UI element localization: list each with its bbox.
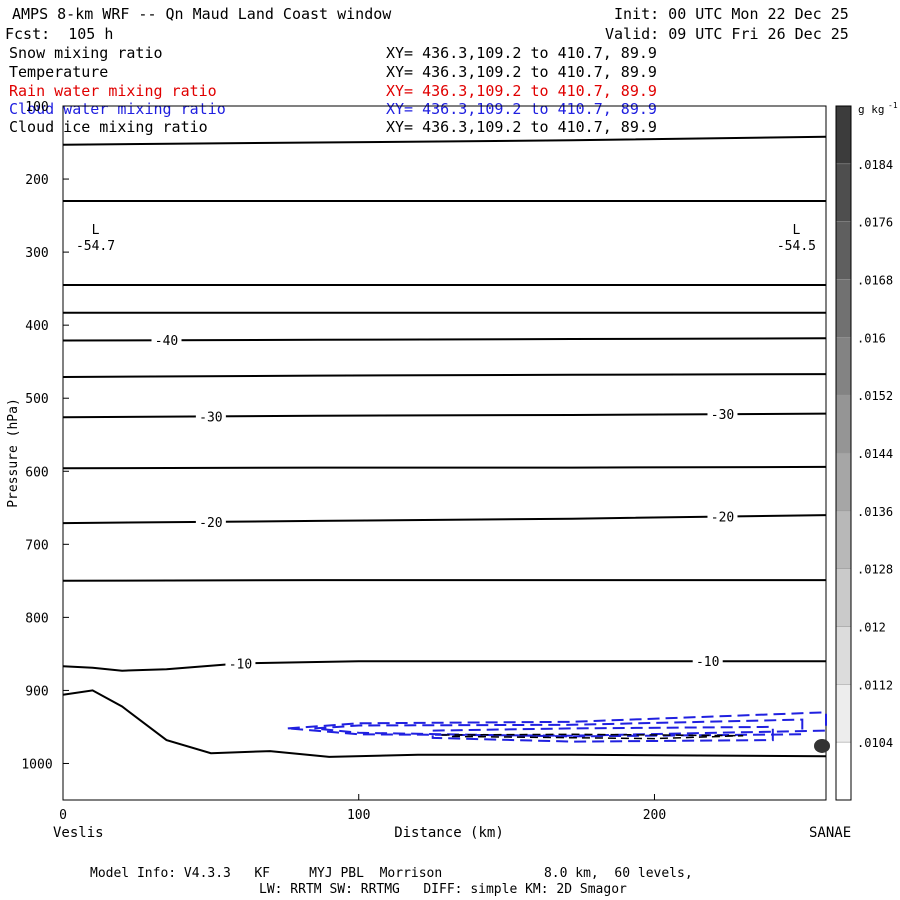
legend-name-snow: Snow mixing ratio: [9, 44, 163, 62]
temperature-contour: [62, 337, 827, 342]
y-tick-label: 900: [25, 684, 48, 699]
colorbar-segment: [835, 626, 852, 685]
y-tick-label: 600: [25, 465, 48, 480]
temperature-contour-label: -20: [711, 511, 734, 526]
temperature-contour: [62, 514, 827, 525]
x-axis-label: Distance (km): [394, 825, 504, 841]
legend-xy-cloud-water: XY= 436.3,109.2 to 410.7, 89.9: [386, 100, 657, 118]
colorbar-tick-label: .0184: [857, 158, 893, 172]
contour-label-bg: [195, 513, 226, 529]
legend-name-cloud-water: Cloud water mixing ratio: [9, 100, 226, 118]
temperature-contour: [62, 579, 826, 582]
colorbar-units: g kg: [858, 103, 885, 116]
legend-xy-temperature: XY= 436.3,109.2 to 410.7, 89.9: [386, 63, 657, 81]
snow-maximum-shading: [814, 738, 830, 753]
colorbar-segment: [835, 221, 852, 280]
y-tick-label: 800: [25, 611, 48, 626]
legend-name-temperature: Temperature: [9, 63, 109, 81]
low-marker-value: -54.7: [76, 239, 115, 254]
colorbar-segment: [835, 337, 852, 396]
colorbar-tick-label: .0128: [857, 563, 893, 577]
x-end-location: SANAE: [809, 825, 851, 841]
colorbar-tick-label: .012: [857, 621, 886, 635]
colorbar-segment: [835, 741, 852, 801]
y-tick-label: 1000: [21, 757, 52, 772]
temperature-contour-label: -20: [199, 516, 222, 531]
legend-name-cloud-ice: Cloud ice mixing ratio: [9, 118, 208, 136]
temperature-contour: [62, 373, 827, 378]
contour-label-bg: [225, 655, 256, 671]
temperature-contour-label: -10: [696, 655, 719, 670]
colorbar-segment: [835, 279, 852, 338]
colorbar-segment: [835, 163, 852, 222]
temperature-contour-label: -40: [155, 334, 178, 349]
colorbar-tick-label: .0152: [857, 389, 893, 403]
temperature-contour-label: -30: [199, 410, 222, 425]
temperature-contour: [62, 689, 827, 758]
contour-label-bg: [195, 408, 226, 424]
footer-model-info: Model Info: V4.3.3 KF MYJ PBL Morrison 8…: [90, 866, 693, 881]
temperature-contour: [62, 465, 827, 470]
temperature-contour: [62, 660, 826, 672]
y-tick-label: 100: [25, 100, 48, 115]
colorbar-segment: [835, 684, 852, 743]
chart-title: AMPS 8-km WRF -- Qn Maud Land Coast wind…: [12, 5, 392, 23]
contour-label-bg: [151, 332, 182, 348]
y-tick-label: 300: [25, 246, 48, 261]
colorbar-segment: [835, 452, 852, 512]
contour-label-bg: [707, 406, 738, 422]
legend-name-rain: Rain water mixing ratio: [9, 82, 217, 100]
x-tick-label: 100: [347, 808, 370, 823]
footer-physics-info: LW: RRTM SW: RRTMG DIFF: simple KM: 2D S…: [259, 882, 627, 897]
colorbar-segment: [835, 105, 852, 165]
colorbar-tick-label: .0136: [857, 505, 893, 519]
legend-xy-cloud-ice: XY= 436.3,109.2 to 410.7, 89.9: [386, 118, 657, 136]
colorbar-tick-label: .0168: [857, 274, 893, 288]
temperature-contour: [62, 412, 827, 419]
colorbar-segment: [835, 394, 852, 454]
contour-label-bg: [692, 653, 723, 669]
colorbar-frame: [835, 105, 852, 801]
legend-xy-snow: XY= 436.3,109.2 to 410.7, 89.9: [386, 44, 657, 62]
plot-frame: [62, 105, 827, 801]
cloud-water-contour: [314, 718, 804, 738]
temperature-contour: [62, 135, 827, 146]
y-tick-label: 700: [25, 538, 48, 553]
colorbar-segment: [835, 568, 852, 627]
valid-time: Valid: 09 UTC Fri 26 Dec 25: [605, 25, 849, 43]
colorbar-segment: [835, 510, 852, 569]
y-tick-label: 500: [25, 392, 48, 407]
low-marker-value: -54.5: [777, 239, 816, 254]
x-tick-label: 0: [59, 808, 67, 823]
x-tick-label: 200: [643, 808, 666, 823]
temperature-contour-label: -30: [711, 408, 734, 423]
cloud-water-contour: [287, 711, 827, 737]
colorbar-tick-label: .0176: [857, 216, 893, 230]
cloud-water-contour: [431, 725, 774, 743]
forecast-hour: Fcst: 105 h: [5, 25, 114, 43]
low-marker: L: [92, 223, 100, 238]
colorbar-tick-label: .0112: [857, 678, 893, 692]
colorbar-tick-label: .0104: [857, 736, 893, 750]
y-tick-label: 400: [25, 319, 48, 334]
low-marker: L: [793, 223, 801, 238]
contour-label-bg: [707, 508, 738, 524]
y-tick-label: 200: [25, 173, 48, 188]
colorbar-tick-label: .016: [857, 331, 886, 345]
init-time: Init: 00 UTC Mon 22 Dec 25: [614, 5, 849, 23]
temperature-contour-label: -10: [229, 657, 252, 672]
colorbar-units-exponent: -1: [888, 101, 898, 110]
x-start-location: Veslis: [53, 825, 104, 841]
colorbar-tick-label: .0144: [857, 447, 893, 461]
cloud-ice-contour: [441, 733, 744, 740]
legend-xy-rain: XY= 436.3,109.2 to 410.7, 89.9: [386, 82, 657, 100]
y-axis-label: Pressure (hPa): [6, 398, 21, 508]
